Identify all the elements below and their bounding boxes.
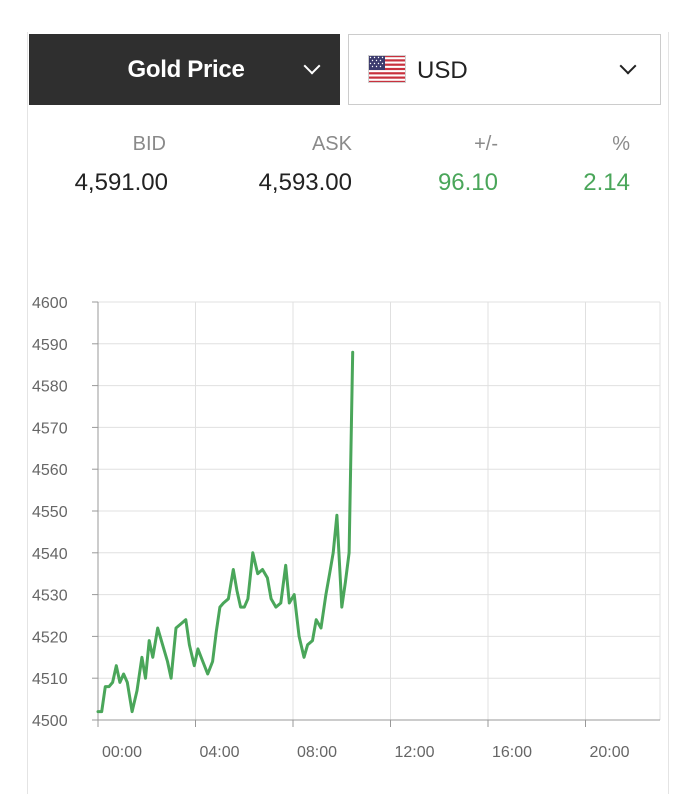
bid-value: 4,591.00 bbox=[74, 169, 168, 196]
y-tick-label: 4560 bbox=[32, 462, 68, 479]
currency-selector[interactable]: USD bbox=[348, 34, 661, 105]
y-tick-label: 4580 bbox=[32, 379, 68, 396]
y-tick-label: 4540 bbox=[32, 546, 68, 563]
price-line bbox=[96, 350, 355, 714]
y-tick-label: 4530 bbox=[32, 588, 68, 605]
percent-value: 2.14 bbox=[583, 169, 630, 196]
y-tick-label: 4600 bbox=[32, 295, 68, 312]
change-label: +/- bbox=[474, 133, 498, 155]
x-tick-label: 00:00 bbox=[102, 744, 142, 761]
x-tick-label: 08:00 bbox=[297, 744, 337, 761]
y-tick-label: 4500 bbox=[32, 713, 68, 730]
x-tick-label: 16:00 bbox=[492, 744, 532, 761]
widget-frame bbox=[27, 32, 669, 794]
y-tick-label: 4570 bbox=[32, 420, 68, 437]
x-tick-label: 04:00 bbox=[199, 744, 239, 761]
us-flag-icon bbox=[368, 55, 406, 83]
currency-selector-label: USD bbox=[417, 57, 468, 84]
x-tick-label: 12:00 bbox=[394, 744, 434, 761]
y-tick-label: 4520 bbox=[32, 629, 68, 646]
x-tick-label: 20:00 bbox=[589, 744, 629, 761]
ask-label: ASK bbox=[311, 133, 352, 155]
ask-value: 4,593.00 bbox=[258, 169, 352, 196]
change-value: 96.10 bbox=[437, 169, 498, 196]
percent-label: % bbox=[612, 133, 630, 155]
metal-selector[interactable]: Gold Price bbox=[29, 34, 340, 105]
y-tick-label: 4510 bbox=[32, 671, 68, 688]
metal-selector-label: Gold Price bbox=[127, 56, 245, 83]
y-tick-label: 4590 bbox=[32, 337, 68, 354]
bid-label: BID bbox=[132, 133, 166, 155]
y-tick-label: 4550 bbox=[32, 504, 68, 521]
